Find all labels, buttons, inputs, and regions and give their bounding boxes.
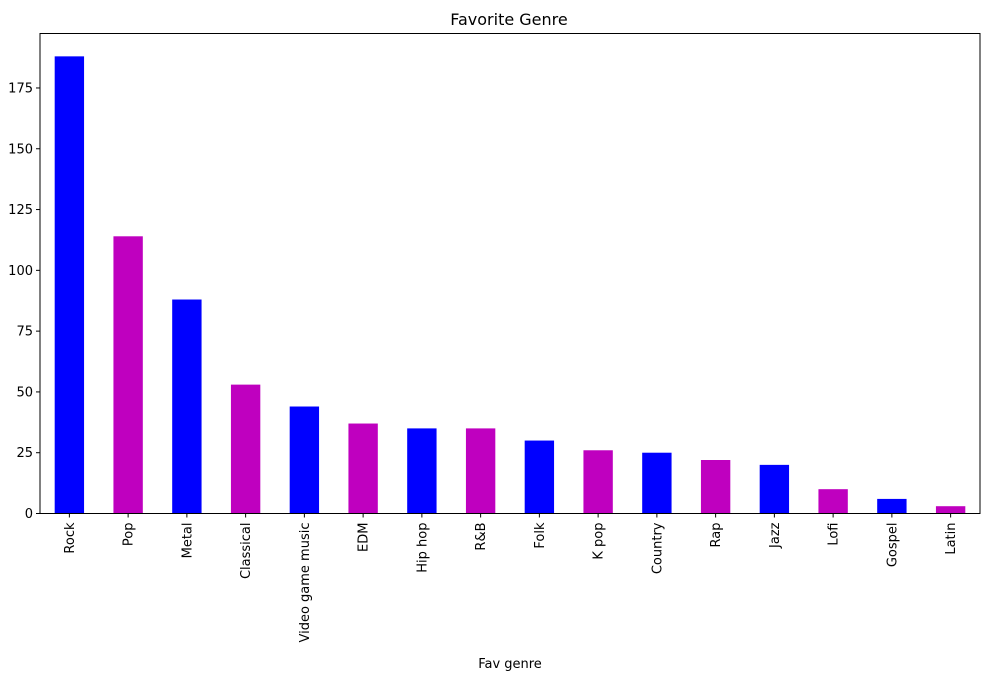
y-axis-ticks: 0 25 50 75 100 125 150 175 xyxy=(8,81,40,522)
bar-r-b xyxy=(465,428,496,514)
x-tick-label: Metal xyxy=(180,523,195,559)
bar-country xyxy=(642,452,672,514)
plot-frame xyxy=(39,33,981,514)
y-tick-label: 75 xyxy=(16,325,33,340)
bar-folk xyxy=(524,440,555,514)
x-tick-label: Rap xyxy=(709,523,724,548)
x-tick-label: Pop xyxy=(122,523,137,547)
bar-gospel xyxy=(877,498,907,514)
bar-rock xyxy=(54,56,85,514)
bar-latin xyxy=(935,506,966,514)
x-tick-label: Country xyxy=(650,522,665,574)
x-tick-label: Latin xyxy=(944,523,959,555)
bar-metal xyxy=(172,299,202,514)
x-tick-label: Classical xyxy=(239,523,254,580)
x-axis-ticks: Rock Pop Metal Classical Video game music EDM… xyxy=(63,513,959,643)
bar-video-game-music xyxy=(289,406,320,514)
x-axis-label: Fav genre xyxy=(478,657,542,672)
y-tick-label: 100 xyxy=(8,264,33,279)
bar-rap xyxy=(700,460,731,514)
bar-edm xyxy=(348,423,378,514)
chart-title: Favorite Genre xyxy=(450,10,567,29)
y-tick-label: 175 xyxy=(8,81,33,96)
x-tick-label: Video game music xyxy=(298,523,313,643)
x-tick-label: EDM xyxy=(357,523,372,552)
y-tick-label: 0 xyxy=(25,507,33,522)
x-tick-label: Hip hop xyxy=(415,523,430,573)
y-tick-label: 150 xyxy=(8,142,33,157)
x-tick-label: R&B xyxy=(474,523,489,551)
bars-group xyxy=(54,56,966,514)
x-tick-label: Rock xyxy=(63,522,78,554)
x-tick-label: Jazz xyxy=(768,522,783,549)
bar-hip-hop xyxy=(407,428,437,514)
bar-jazz xyxy=(759,464,790,514)
bar-lofi xyxy=(818,489,848,514)
y-tick-label: 125 xyxy=(8,203,33,218)
x-tick-label: Lofi xyxy=(827,523,842,546)
bar-classical xyxy=(230,384,261,514)
bar-pop xyxy=(113,236,143,514)
y-tick-label: 50 xyxy=(16,385,33,400)
y-tick-label: 25 xyxy=(16,446,33,461)
x-tick-label: Folk xyxy=(533,522,548,549)
x-tick-label: K pop xyxy=(592,523,607,560)
x-tick-label: Gospel xyxy=(885,523,900,568)
bar-k-pop xyxy=(583,450,613,514)
